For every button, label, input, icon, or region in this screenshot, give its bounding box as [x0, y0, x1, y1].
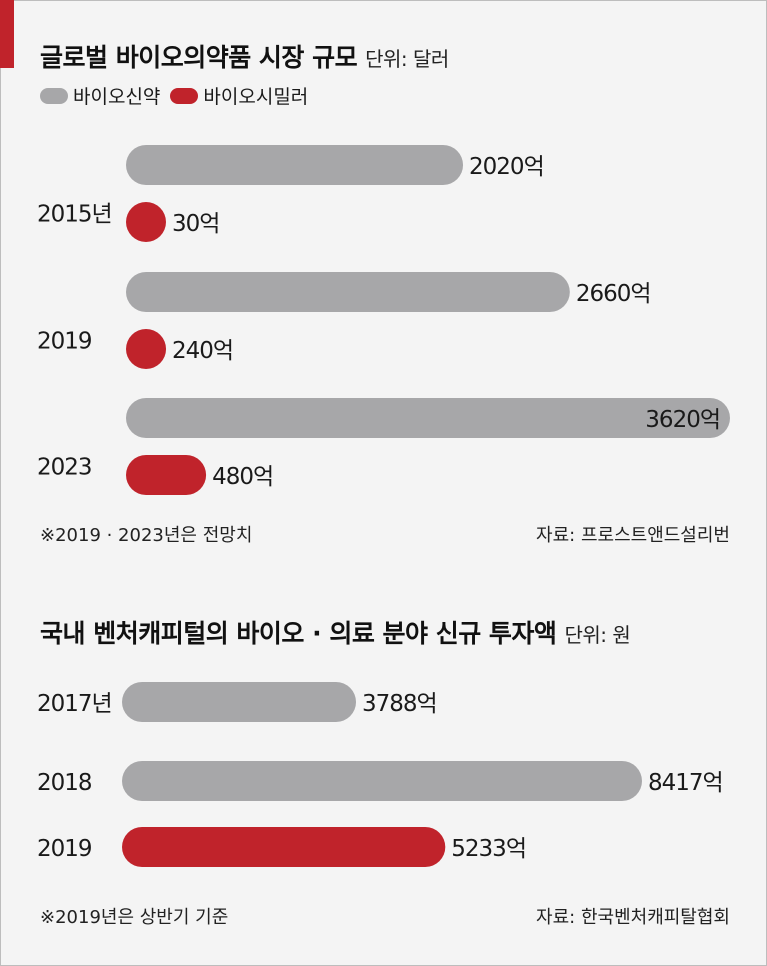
chart1-note: ※2019 · 2023년은 전망치	[40, 525, 253, 546]
category-label: 2017년	[37, 691, 112, 717]
chart1-source: 자료: 프로스트앤드설리번	[536, 525, 730, 546]
data-label: 8417억	[648, 770, 723, 796]
bar	[126, 272, 570, 312]
chart1-title: 글로벌 바이오의약품 시장 규모 단위: 달러	[40, 38, 449, 74]
category-label: 2023	[37, 455, 92, 481]
category-label: 2015년	[37, 202, 112, 228]
category-label: 2018	[37, 770, 92, 796]
bar	[122, 761, 642, 801]
bar	[126, 145, 464, 185]
chart2-unit: 단위: 원	[564, 623, 631, 647]
bar	[122, 682, 357, 722]
category-label: 2019	[37, 329, 92, 355]
data-label: 3788억	[362, 691, 437, 717]
legend-swatch-red-icon	[170, 87, 199, 104]
legend-item-biosimilar: 바이오시밀러	[170, 82, 308, 109]
data-label: 3620억	[645, 407, 720, 433]
bar	[126, 398, 730, 438]
legend-swatch-gray-icon	[40, 87, 68, 104]
legend-label-biologics: 바이오신약	[73, 86, 161, 108]
bar	[126, 329, 167, 369]
data-label: 480억	[212, 464, 273, 490]
data-label: 2020억	[469, 154, 544, 180]
data-label: 240억	[172, 338, 233, 364]
data-label: 5233억	[451, 836, 526, 862]
data-label: 2660억	[576, 281, 651, 307]
chart2-title: 국내 벤처캐피털의 바이오 · 의료 분야 신규 투자액 단위: 원	[40, 614, 631, 650]
chart1-legend: 바이오신약 바이오시밀러	[40, 82, 318, 109]
bar	[126, 202, 166, 242]
chart1-title-text: 글로벌 바이오의약품 시장 규모	[40, 43, 358, 72]
category-label: 2019	[37, 836, 92, 862]
chart2-svg: 2017년 3788억 2018 8417억 2019 5233억	[37, 682, 724, 867]
legend-label-biosimilar: 바이오시밀러	[203, 86, 309, 108]
chart2-title-text: 국내 벤처캐피털의 바이오 · 의료 분야 신규 투자액	[40, 619, 557, 648]
chart2-source: 자료: 한국벤처캐피탈협회	[536, 907, 730, 928]
bar	[126, 455, 207, 495]
chart1-unit: 단위: 달러	[365, 47, 449, 71]
accent-bar	[0, 0, 14, 68]
chart2-note: ※2019년은 상반기 기준	[40, 907, 229, 928]
legend-item-biologics: 바이오신약	[40, 82, 160, 109]
chart1-svg: 2015년 2020억 30억 2019 2660억 240억 2023 3620억 480억	[37, 145, 730, 495]
bar	[122, 827, 446, 867]
data-label: 30억	[172, 211, 219, 237]
